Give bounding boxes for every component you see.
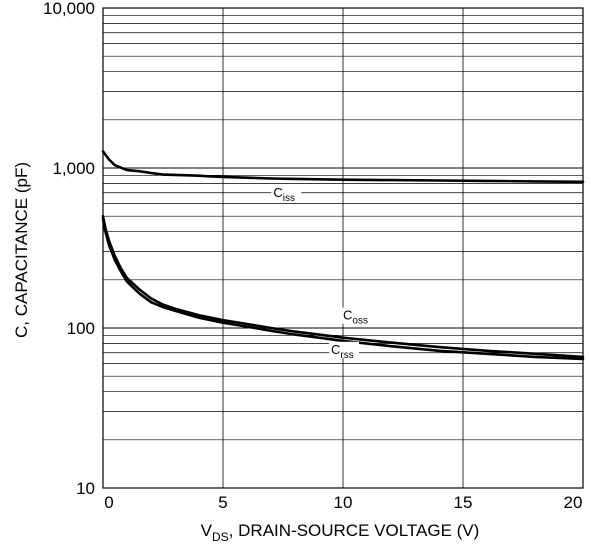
curve-label-bg <box>329 341 359 358</box>
x-axis-label-rest: , DRAIN-SOURCE VOLTAGE (V) <box>229 521 480 540</box>
x-tick-label: 10 <box>334 493 353 512</box>
curve-label-oss: Coss <box>343 308 368 327</box>
curve-label-main: C <box>273 185 282 200</box>
x-axis-label: VDS, DRAIN-SOURCE VOLTAGE (V) <box>201 521 480 544</box>
curve-label-subscript: oss <box>352 316 368 327</box>
curve-label-main: C <box>343 308 352 323</box>
plot-frame <box>102 7 584 489</box>
curve-label-bg <box>341 307 371 324</box>
x-tick-label: 0 <box>104 493 113 512</box>
series-line-iss <box>101 150 585 184</box>
x-tick-label: 20 <box>564 493 583 512</box>
curve-label-bg <box>271 184 302 201</box>
curve-label-rss: Crss <box>331 342 354 361</box>
x-tick-label: 5 <box>218 493 227 512</box>
series-line-rss <box>101 217 585 361</box>
y-tick-label: 10,000 <box>43 0 95 18</box>
curve-label-main: C <box>331 342 340 357</box>
y-axis-label: C, CAPACITANCE (pF) <box>12 162 31 338</box>
curve-label-iss: Ciss <box>273 185 295 204</box>
y-tick-label: 100 <box>67 319 95 338</box>
curve-label-subscript: iss <box>283 193 295 204</box>
y-tick-labels: 10 100 1,000 10,000 <box>43 0 95 498</box>
y-tick-label: 10 <box>76 479 95 498</box>
x-axis-label-subscript: DS <box>212 530 229 544</box>
grid <box>103 7 583 489</box>
x-tick-label: 15 <box>454 493 473 512</box>
x-axis-label-main: V <box>201 521 213 540</box>
series-layer <box>101 150 585 361</box>
x-tick-labels: 0 5 10 15 20 <box>104 493 582 512</box>
y-tick-label: 1,000 <box>52 159 95 178</box>
series-line-oss <box>101 214 585 359</box>
curve-label-subscript: rss <box>340 350 353 361</box>
